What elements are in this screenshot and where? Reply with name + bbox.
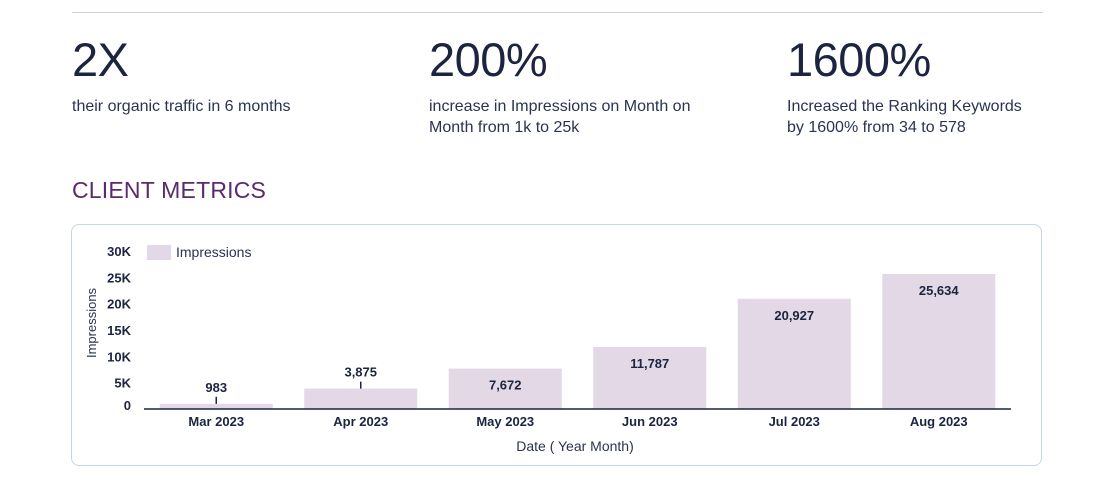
data-label: 983 (205, 380, 227, 395)
legend-label-impressions: Impressions (176, 244, 251, 260)
data-label: 25,634 (919, 283, 960, 298)
bar-jul-2023 (737, 298, 851, 409)
bar-mar-2023 (159, 403, 273, 409)
stat-value: 2X (72, 33, 129, 86)
y-axis-ticks: 0 5K 10K 15K 20K 25K 30K (107, 244, 131, 413)
y-tick-label: 15K (107, 323, 131, 338)
legend-swatch (147, 245, 171, 260)
section-title: CLIENT METRICS (72, 177, 267, 203)
y-tick-label: 30K (107, 244, 131, 259)
x-tick-label: Mar 2023 (188, 414, 244, 429)
bar-jun-2023 (593, 346, 707, 409)
bars-group (159, 273, 996, 409)
client-metrics-chart-card: Impressions Impressions 0 5K 10K 15K 20K 25K 3… (71, 224, 1042, 466)
x-tick-label: Jun 2023 (622, 414, 678, 429)
data-label: 7,672 (489, 378, 522, 393)
stat-impressions: 200% increase in Impressions on Month on… (429, 34, 749, 138)
x-tick-label: May 2023 (476, 414, 534, 429)
stat-description: their organic traffic in 6 months (72, 98, 291, 115)
stat-keywords: 1600% Increased the Ranking Keywords by … (787, 34, 1094, 138)
bar-may-2023 (448, 368, 562, 409)
x-tick-label: Aug 2023 (910, 414, 968, 429)
top-divider (72, 12, 1043, 13)
bar-aug-2023 (882, 273, 996, 409)
chart-legend: Impressions (147, 244, 251, 260)
stat-value: 1600% (787, 33, 931, 86)
x-axis-ticks: Mar 2023 Apr 2023 May 2023 Jun 2023 Jul 2023… (188, 414, 967, 429)
x-axis-title: Date ( Year Month) (516, 438, 634, 454)
stat-value: 200% (429, 33, 548, 86)
data-label: 11,787 (630, 356, 669, 371)
y-tick-label: 0 (124, 398, 131, 413)
y-tick-label: 20K (107, 297, 131, 312)
x-tick-label: Apr 2023 (333, 414, 388, 429)
y-axis-title: Impressions (84, 287, 99, 358)
data-label: 20,927 (774, 308, 814, 323)
y-tick-label: 5K (114, 376, 131, 391)
y-tick-label: 25K (107, 270, 131, 285)
bar-apr-2023 (304, 388, 418, 409)
stat-description: increase in Impressions on Month on Mont… (429, 98, 691, 136)
y-tick-label: 10K (107, 349, 131, 364)
x-tick-label: Jul 2023 (769, 414, 820, 429)
impressions-bar-chart: Impressions Impressions 0 5K 10K 15K 20K 25K 3… (84, 244, 1011, 454)
stat-traffic: 2X their organic traffic in 6 months (72, 34, 392, 117)
data-labels-group: 983 3,875 7,672 11,787 20,927 25,634 (205, 283, 959, 404)
data-label: 3,875 (344, 365, 377, 380)
stat-description: Increased the Ranking Keywords by 1600% … (787, 98, 1022, 136)
